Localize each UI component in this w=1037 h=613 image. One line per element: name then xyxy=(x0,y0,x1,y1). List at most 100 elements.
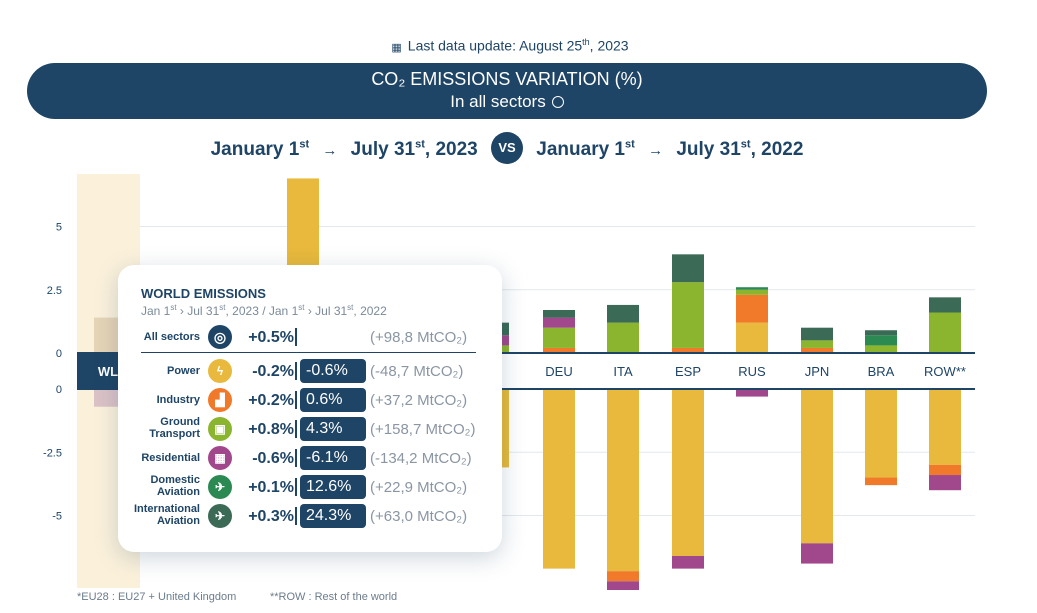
bar-segment xyxy=(801,340,833,348)
sector-pct: 24.3% xyxy=(300,504,366,528)
bar-segment xyxy=(929,464,961,476)
x-category-label: WL xyxy=(98,364,118,379)
sub-a-sup: st xyxy=(170,303,177,312)
sector-row: Industry ▟ +0.2% 0.6% (+37,2 MtCO₂) xyxy=(118,385,502,415)
all-sectors-change: +0.5% xyxy=(248,329,294,346)
sector-mtco2: (+37,2 MtCO₂) xyxy=(370,392,468,409)
bar-segment xyxy=(672,389,704,556)
divider xyxy=(295,391,297,409)
divider xyxy=(295,507,297,525)
period-b-start: January 1 xyxy=(536,139,626,161)
divider xyxy=(295,362,297,380)
period-b-year: , 2022 xyxy=(750,139,804,161)
tooltip-subtitle: Jan 1st › Jul 31st, 2023 / Jan 1st › Jul… xyxy=(141,303,387,318)
globe-icon xyxy=(551,96,564,108)
bar-segment xyxy=(543,389,575,569)
divider xyxy=(295,328,297,346)
plane-icon: ✈ xyxy=(208,475,232,499)
bar-segment xyxy=(607,304,639,323)
sector-pct: 12.6% xyxy=(300,475,366,499)
update-label: Last data update: August 25 xyxy=(407,37,583,54)
sector-label: Residential xyxy=(141,452,200,464)
sector-change: +0.2% xyxy=(248,392,294,409)
bar-segment xyxy=(672,254,704,283)
sector-pct: 4.3% xyxy=(300,417,366,441)
calendar-icon: ▦ xyxy=(391,41,402,54)
bar-segment xyxy=(607,322,639,353)
y-tick-label: -5 xyxy=(52,511,62,523)
period-a-end-sup: st xyxy=(415,138,425,151)
sub-c-sup: st xyxy=(298,303,305,312)
bar-segment xyxy=(865,389,897,478)
period-b-end-sup: st xyxy=(740,138,751,151)
bar-segment xyxy=(865,345,897,353)
bar-segment xyxy=(801,347,833,353)
divider xyxy=(295,449,297,467)
bar-segment xyxy=(543,347,575,353)
sector-label: Domestic Aviation xyxy=(150,474,200,498)
sector-row: Domestic Aviation ✈ +0.1% 12.6% (+22,9 MtCO₂… xyxy=(118,472,502,502)
plane-globe-icon: ✈ xyxy=(208,504,232,528)
bar-segment xyxy=(607,571,639,582)
sector-change: +0.1% xyxy=(248,479,294,496)
row-all-sectors: All sectors ◎ +0.5% (+98,8 MtCO₂) xyxy=(118,322,502,352)
sector-pct: 0.6% xyxy=(300,388,366,412)
all-sectors-label: All sectors xyxy=(143,331,200,343)
bar-segment xyxy=(865,477,897,486)
train-icon: ▣ xyxy=(208,417,232,441)
bar-segment xyxy=(801,389,833,544)
y-tick-label: 0 xyxy=(56,348,62,360)
all-sectors-mtco2: (+98,8 MtCO₂) xyxy=(370,329,468,346)
bar-segment xyxy=(543,327,575,348)
sub-d: › Jul 31 xyxy=(304,304,348,318)
update-sup: th xyxy=(582,37,590,47)
period-a-start: January 1 xyxy=(210,139,300,161)
bar-segment xyxy=(543,309,575,318)
bar-segment xyxy=(543,317,575,328)
y-tick-label: 5 xyxy=(56,222,62,234)
sector-label: Power xyxy=(166,365,200,377)
sector-pct: -0.6% xyxy=(300,359,366,383)
sector-change: +0.3% xyxy=(248,508,294,525)
vs-badge: VS xyxy=(491,132,523,164)
bar-segment xyxy=(736,287,768,290)
footnote-row: **ROW : Rest of the world xyxy=(270,591,398,603)
bar-segment xyxy=(94,317,122,353)
bar-segment xyxy=(672,555,704,569)
sector-row: Residential ▦ -0.6% -6.1% (-134,2 MtCO₂) xyxy=(118,443,502,473)
x-category-label: ROW** xyxy=(924,364,966,379)
footnote-eu: *EU28 : EU27 + United Kingdom xyxy=(77,591,237,603)
tooltip-separator xyxy=(141,352,476,353)
chart-subtitle: In all sectors xyxy=(27,92,987,112)
bar-segment xyxy=(736,322,768,353)
chart-title: CO₂ EMISSIONS VARIATION (%) xyxy=(371,69,643,89)
x-category-label: ESP xyxy=(675,364,701,379)
factory-icon: ▟ xyxy=(208,388,232,412)
world-emissions-tooltip: WORLD EMISSIONS Jan 1st › Jul 31st, 2023… xyxy=(118,265,502,552)
period-b-end: July 31 xyxy=(676,139,741,161)
bar-segment xyxy=(607,389,639,572)
sector-mtco2: (-134,2 MtCO₂) xyxy=(370,450,472,467)
x-category-label: ITA xyxy=(613,364,633,379)
period-a-year: , 2023 xyxy=(424,139,478,161)
sector-mtco2: (-48,7 MtCO₂) xyxy=(370,363,464,380)
bar-segment xyxy=(736,294,768,323)
sub-b: › Jul 31 xyxy=(176,304,220,318)
sector-mtco2: (+22,9 MtCO₂) xyxy=(370,479,468,496)
bar-segment xyxy=(929,475,961,491)
bar-segment xyxy=(929,389,961,465)
bar-segment xyxy=(865,330,897,336)
arrow-icon: → xyxy=(322,142,338,160)
sector-label: Ground Transport xyxy=(149,416,200,440)
bar-segment xyxy=(736,289,768,295)
period-comparison: January 1st → July 31st, 2023 VS January… xyxy=(0,132,1014,166)
divider xyxy=(295,420,297,438)
sector-pct: -6.1% xyxy=(300,446,366,470)
sector-change: +0.8% xyxy=(248,421,294,438)
sub-d-sup: st xyxy=(347,303,354,312)
y-tick-label: 2.5 xyxy=(47,285,62,297)
sector-row: Power ϟ -0.2% -0.6% (-48,7 MtCO₂) xyxy=(118,356,502,386)
bar-segment xyxy=(929,312,961,353)
sub-b-sup: st xyxy=(219,303,226,312)
y-tick-label: -2.5 xyxy=(43,447,62,459)
